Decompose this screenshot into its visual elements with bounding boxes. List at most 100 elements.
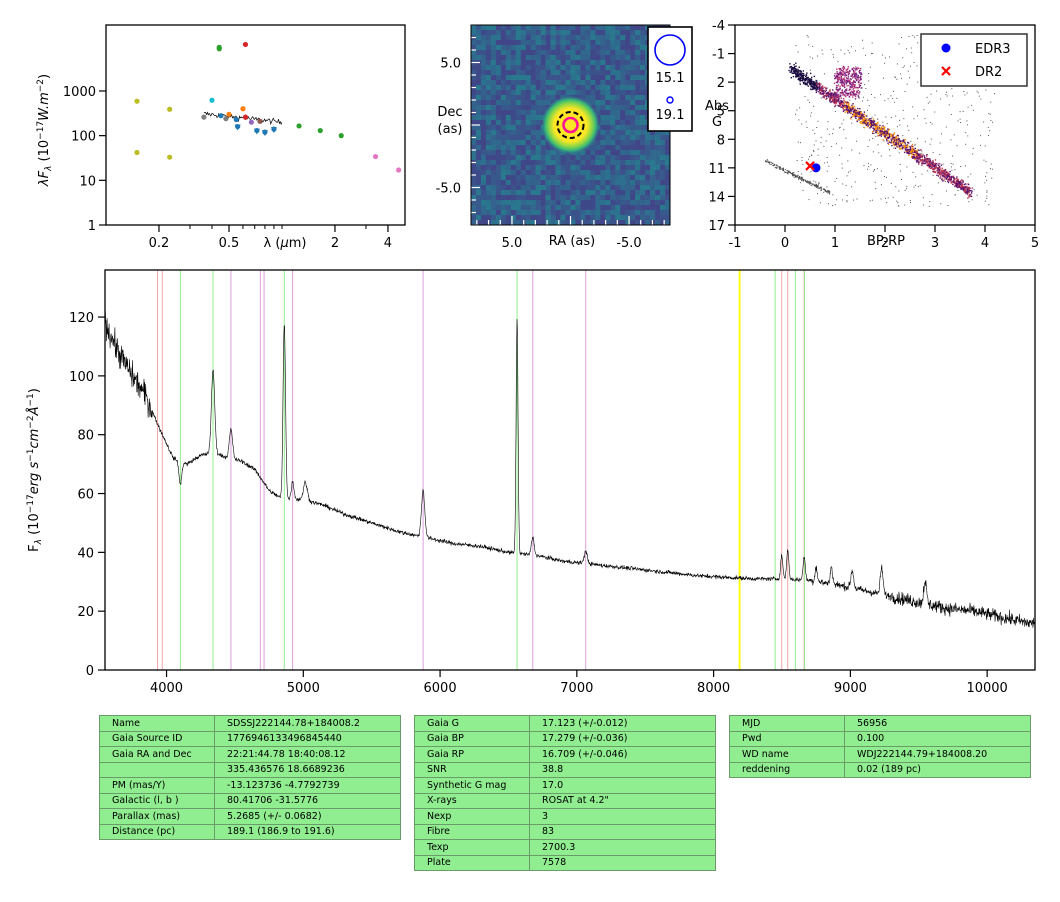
hrd-main-sequence-star — [956, 179, 958, 182]
hrd-field-star — [967, 124, 969, 126]
image-pixel — [515, 40, 522, 46]
hrd-field-star — [922, 197, 924, 199]
image-pixel — [535, 205, 541, 211]
hrd-field-star — [922, 204, 924, 206]
image-pixel — [485, 200, 492, 206]
hrd-main-sequence-star — [962, 181, 964, 183]
image-pixel — [575, 215, 581, 221]
hrd-white-dwarf-star — [810, 182, 812, 184]
hrd-field-star — [889, 56, 891, 58]
image-pixel — [525, 85, 531, 91]
hrd-main-sequence-star — [909, 149, 912, 151]
image-pixel — [550, 45, 556, 51]
hrd-main-sequence-star — [813, 83, 815, 85]
image-pixel — [615, 105, 621, 111]
image-pixel — [565, 70, 571, 76]
image-pixel — [530, 160, 536, 166]
hrd-giant-star — [854, 75, 857, 78]
hrd-white-dwarf-star — [792, 175, 794, 177]
image-pixel — [520, 80, 527, 86]
hrd-giant-star — [851, 82, 853, 84]
hrd-main-sequence-star — [951, 180, 953, 182]
hrd-x-tick-label: 3 — [931, 236, 939, 251]
image-pixel — [520, 185, 527, 191]
image-pixel — [475, 180, 482, 186]
image-pixel — [500, 70, 507, 76]
hrd-field-star — [985, 161, 987, 163]
image-pixel — [520, 50, 527, 56]
image-pixel — [500, 80, 507, 86]
image-pixel — [610, 115, 616, 121]
hrd-main-sequence-star — [887, 130, 890, 132]
hrd-field-star — [921, 150, 923, 152]
hrd-field-star — [875, 135, 877, 137]
image-pixel — [495, 90, 502, 96]
image-pixel — [535, 70, 541, 76]
hrd-field-star — [862, 39, 864, 41]
hrd-giant-star — [844, 90, 846, 92]
hrd-giant-star — [842, 68, 845, 71]
hrd-white-dwarf-star — [769, 161, 771, 163]
hrd-field-star — [801, 159, 803, 161]
image-pixel — [640, 135, 646, 141]
hrd-main-sequence-star — [943, 179, 945, 181]
hrd-main-sequence-star — [841, 103, 843, 105]
hrd-y-tick-label: -1 — [712, 48, 725, 63]
hrd-main-sequence-star — [927, 160, 929, 162]
image-pixel — [471, 165, 477, 171]
image-pixel — [645, 185, 651, 191]
hrd-main-sequence-star — [915, 159, 918, 161]
hrd-main-sequence-star — [920, 159, 922, 162]
image-pixel — [595, 190, 601, 196]
image-pixel — [510, 120, 517, 126]
hrd-giant-star — [860, 67, 862, 70]
hrd-main-sequence-star — [919, 158, 921, 160]
image-pixel — [595, 200, 601, 206]
image-pixel — [590, 200, 596, 206]
image-pixel — [620, 50, 626, 56]
image-pixel — [655, 130, 661, 136]
image-pixel — [560, 75, 566, 81]
hrd-field-star — [825, 140, 827, 142]
hrd-field-star — [810, 115, 812, 117]
hrd-main-sequence-star — [833, 98, 836, 101]
hrd-main-sequence-star — [893, 137, 896, 140]
image-pixel — [490, 200, 497, 206]
hrd-main-sequence-star — [891, 135, 894, 138]
image-pixel — [505, 130, 512, 136]
hrd-x-tick-label: 5 — [1031, 236, 1039, 251]
hrd-giant-star — [841, 90, 843, 92]
image-pixel — [580, 175, 586, 181]
image-pixel — [505, 55, 512, 61]
hrd-field-star — [962, 110, 964, 112]
hrd-main-sequence-star — [914, 157, 916, 159]
image-pixel — [605, 160, 611, 166]
image-pixel — [625, 190, 631, 196]
hrd-main-sequence-star — [962, 188, 964, 190]
image-pixel — [471, 70, 477, 76]
hrd-white-dwarf-star — [793, 176, 795, 178]
image-pixel — [570, 60, 576, 66]
hrd-main-sequence-star — [914, 150, 916, 152]
hrd-main-sequence-star — [854, 111, 857, 114]
hrd-main-sequence-star — [823, 95, 825, 98]
image-pixel — [475, 30, 482, 36]
image-pixel — [620, 205, 626, 211]
hrd-field-star — [917, 81, 919, 83]
hrd-main-sequence-star — [790, 69, 792, 72]
image-pixel — [505, 170, 512, 176]
image-pixel — [485, 35, 492, 41]
hrd-main-sequence-star — [853, 105, 855, 108]
hrd-main-sequence-star — [846, 101, 849, 103]
image-pixel — [495, 215, 502, 221]
image-pixel — [485, 185, 492, 191]
hrd-main-sequence-star — [857, 107, 859, 110]
hrd-main-sequence-star — [802, 77, 805, 79]
hrd-giant-star — [848, 72, 850, 75]
image-pixel — [471, 45, 477, 51]
hrd-main-sequence-star — [866, 117, 868, 120]
hrd-field-star — [902, 66, 904, 68]
hrd-main-sequence-star — [943, 169, 946, 172]
image-pixel — [600, 40, 606, 46]
image-pixel — [530, 60, 536, 66]
